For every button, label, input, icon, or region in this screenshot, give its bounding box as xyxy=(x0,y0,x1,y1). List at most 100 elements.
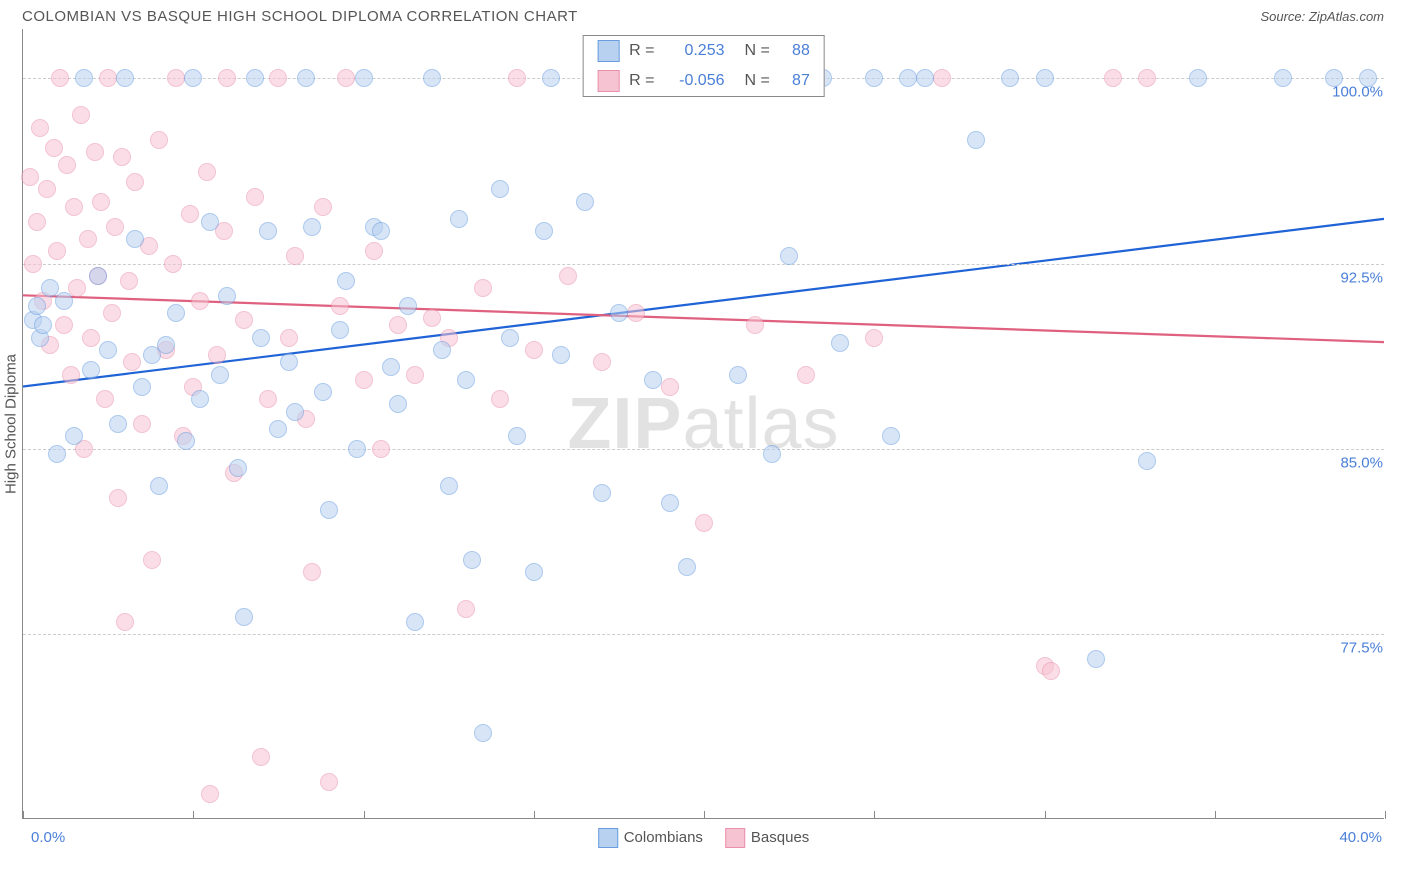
legend-swatch xyxy=(597,70,619,92)
scatter-point xyxy=(167,304,185,322)
scatter-point xyxy=(463,551,481,569)
scatter-point xyxy=(440,477,458,495)
scatter-point xyxy=(661,378,679,396)
scatter-point xyxy=(201,213,219,231)
scatter-point xyxy=(355,69,373,87)
scatter-point xyxy=(899,69,917,87)
scatter-point xyxy=(320,501,338,519)
scatter-point xyxy=(184,69,202,87)
scatter-point xyxy=(916,69,934,87)
legend-swatch xyxy=(598,828,618,848)
scatter-point xyxy=(218,287,236,305)
scatter-point xyxy=(103,304,121,322)
scatter-point xyxy=(286,247,304,265)
scatter-point xyxy=(269,420,287,438)
scatter-point xyxy=(21,168,39,186)
scatter-point xyxy=(297,69,315,87)
scatter-point xyxy=(542,69,560,87)
scatter-point xyxy=(48,242,66,260)
scatter-point xyxy=(610,304,628,322)
scatter-point xyxy=(457,371,475,389)
watermark-atlas: atlas xyxy=(682,384,839,464)
legend-N-value: 88 xyxy=(780,42,810,60)
scatter-point xyxy=(372,222,390,240)
scatter-point xyxy=(51,69,69,87)
scatter-point xyxy=(28,213,46,231)
gridline-h xyxy=(23,634,1384,635)
legend-series: ColombiansBasques xyxy=(598,828,810,848)
scatter-point xyxy=(191,292,209,310)
scatter-point xyxy=(38,180,56,198)
scatter-point xyxy=(331,321,349,339)
scatter-point xyxy=(229,459,247,477)
legend-stat-row: R =-0.056N =87 xyxy=(583,66,824,96)
scatter-point xyxy=(1138,452,1156,470)
scatter-point xyxy=(126,173,144,191)
legend-item: Colombians xyxy=(598,828,703,848)
scatter-point xyxy=(157,336,175,354)
scatter-point xyxy=(831,334,849,352)
scatter-point xyxy=(780,247,798,265)
x-tick xyxy=(364,811,365,819)
scatter-point xyxy=(120,272,138,290)
scatter-point xyxy=(399,297,417,315)
x-axis-max-label: 40.0% xyxy=(1339,829,1382,846)
scatter-point xyxy=(150,131,168,149)
x-tick xyxy=(23,811,24,819)
scatter-point xyxy=(28,297,46,315)
scatter-point xyxy=(372,440,390,458)
scatter-point xyxy=(348,440,366,458)
scatter-point xyxy=(661,494,679,512)
legend-R-label: R = xyxy=(629,42,654,60)
scatter-point xyxy=(593,353,611,371)
scatter-point xyxy=(259,390,277,408)
scatter-point xyxy=(89,267,107,285)
scatter-point xyxy=(65,427,83,445)
scatter-point xyxy=(201,785,219,803)
scatter-point xyxy=(433,341,451,359)
scatter-point xyxy=(116,69,134,87)
scatter-point xyxy=(382,358,400,376)
scatter-point xyxy=(167,69,185,87)
scatter-point xyxy=(48,445,66,463)
scatter-point xyxy=(116,613,134,631)
y-axis-label: 85.0% xyxy=(1336,454,1387,471)
scatter-point xyxy=(865,69,883,87)
scatter-point xyxy=(79,230,97,248)
scatter-point xyxy=(106,218,124,236)
scatter-point xyxy=(491,390,509,408)
scatter-point xyxy=(109,415,127,433)
scatter-point xyxy=(123,353,141,371)
x-tick xyxy=(874,811,875,819)
scatter-point xyxy=(508,69,526,87)
scatter-point xyxy=(34,316,52,334)
scatter-point xyxy=(286,403,304,421)
scatter-point xyxy=(82,329,100,347)
trend-lines xyxy=(23,29,1384,818)
scatter-point xyxy=(235,608,253,626)
scatter-point xyxy=(314,383,332,401)
scatter-point xyxy=(678,558,696,576)
scatter-point xyxy=(133,415,151,433)
legend-swatch xyxy=(597,40,619,62)
scatter-point xyxy=(72,106,90,124)
x-tick xyxy=(704,811,705,819)
scatter-point xyxy=(99,69,117,87)
scatter-point xyxy=(126,230,144,248)
legend-R-label: R = xyxy=(629,72,654,90)
scatter-point xyxy=(644,371,662,389)
scatter-point xyxy=(164,255,182,273)
scatter-point xyxy=(865,329,883,347)
scatter-point xyxy=(491,180,509,198)
x-tick xyxy=(1215,811,1216,819)
scatter-point xyxy=(331,297,349,315)
scatter-point xyxy=(55,292,73,310)
scatter-point xyxy=(1325,69,1343,87)
scatter-point xyxy=(1189,69,1207,87)
scatter-point xyxy=(1001,69,1019,87)
scatter-point xyxy=(933,69,951,87)
legend-N-label: N = xyxy=(745,42,770,60)
scatter-point xyxy=(96,390,114,408)
scatter-point xyxy=(58,156,76,174)
scatter-point xyxy=(252,329,270,347)
